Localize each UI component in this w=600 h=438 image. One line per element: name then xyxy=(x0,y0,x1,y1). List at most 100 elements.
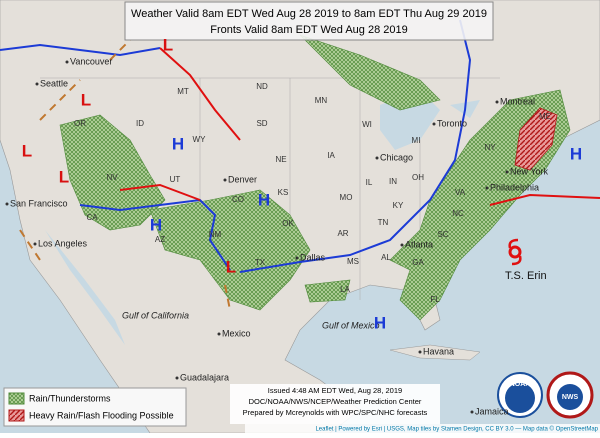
pressure-center: L xyxy=(81,90,91,109)
warm-front xyxy=(159,47,241,141)
city-dot xyxy=(65,60,69,64)
pressure-center: L xyxy=(163,35,173,54)
pressure-center: L xyxy=(226,257,236,276)
state-label: MI xyxy=(412,136,421,145)
place-label: Jamaica xyxy=(475,406,509,416)
header-box xyxy=(124,1,494,41)
place-label: Toronto xyxy=(437,118,467,128)
legend-label: Rain/Thunderstorms xyxy=(29,393,111,403)
city-dot xyxy=(295,256,299,260)
state-label: MT xyxy=(177,87,189,96)
state-label: NC xyxy=(452,209,464,218)
state-label: LA xyxy=(340,285,350,294)
state-label: OR xyxy=(74,119,86,128)
state-label: UT xyxy=(170,175,181,184)
place-label: Guadalajara xyxy=(180,372,229,382)
city-dot xyxy=(432,122,436,126)
city-dot xyxy=(375,156,379,160)
cold-front xyxy=(239,19,472,273)
logo-text: NOAA xyxy=(510,381,531,388)
state-label: MS xyxy=(347,257,359,266)
place-label: Mexico xyxy=(222,328,251,338)
place-label: Atlanta xyxy=(405,239,433,249)
state-label: AZ xyxy=(155,235,165,244)
cuba xyxy=(389,344,481,361)
state-label: KS xyxy=(278,188,289,197)
place-label: Denver xyxy=(228,174,257,184)
state-label: TX xyxy=(255,258,266,267)
state-label: IL xyxy=(366,178,373,187)
state-label: ID xyxy=(136,119,144,128)
footer-text: Issued 4:48 AM EDT Wed, Aug 28, 2019 xyxy=(268,386,402,395)
city-dot xyxy=(495,100,499,104)
legend-box xyxy=(3,387,187,427)
city-dot xyxy=(217,332,221,336)
pressure-center: H xyxy=(150,215,162,234)
legend-swatch xyxy=(8,409,25,422)
place-label: Vancouver xyxy=(70,56,112,66)
place-label: San Francisco xyxy=(10,198,68,208)
state-label: TN xyxy=(378,218,389,227)
rain-area xyxy=(304,279,351,303)
place-label: Montreal xyxy=(500,96,535,106)
pressure-center: H xyxy=(570,144,582,163)
pressure-center: L xyxy=(22,141,32,160)
logo-text: NWS xyxy=(562,394,579,401)
place-label: Los Angeles xyxy=(38,238,88,248)
city-dot xyxy=(223,178,227,182)
attribution[interactable]: Leaflet | Powered by Esri | USGS, Map ti… xyxy=(315,426,598,433)
rain-area xyxy=(149,189,311,311)
state-label: CA xyxy=(86,213,98,222)
map-labels: Vancouver Seattle San Francisco Los Angeles… xyxy=(5,35,582,416)
legend-swatch xyxy=(8,392,25,405)
state-label: GA xyxy=(412,258,424,267)
state-label: IA xyxy=(327,151,335,160)
header-line: Fronts Valid 8am EDT Wed Aug 28 2019 xyxy=(210,24,408,36)
place-label: Gulf of California xyxy=(122,310,189,320)
state-label: WI xyxy=(362,120,372,129)
place-label: Chicago xyxy=(380,152,413,162)
state-label: IN xyxy=(389,177,397,186)
state-label: MN xyxy=(315,96,328,105)
nws-logo: NWS xyxy=(546,371,594,419)
city-dot xyxy=(470,410,474,414)
city-dot xyxy=(400,243,404,247)
state-label: WY xyxy=(193,135,207,144)
state-label: OH xyxy=(412,173,424,182)
city-dot xyxy=(505,170,509,174)
cold-front xyxy=(0,43,161,57)
city-dot xyxy=(485,186,489,190)
state-label: NM xyxy=(209,230,222,239)
state-label: CO xyxy=(232,195,244,204)
borders xyxy=(40,77,500,300)
state-label: NV xyxy=(106,173,118,182)
footer-text: Prepared by Mcreynolds with WPC/SPC/NHC … xyxy=(243,408,428,417)
warm-front xyxy=(489,193,600,206)
city-dot xyxy=(35,82,39,86)
rain-area xyxy=(299,34,441,111)
state-label: NE xyxy=(275,155,286,164)
state-label: ND xyxy=(256,82,268,91)
pressure-center: H xyxy=(374,313,386,332)
place-label: Dallas xyxy=(300,252,326,262)
place-label: New York xyxy=(510,166,549,176)
pressure-center: H xyxy=(172,134,184,153)
state-label: SD xyxy=(256,119,267,128)
storm-label: T.S. Erin xyxy=(505,270,547,282)
state-label: SC xyxy=(437,230,448,239)
state-label: MO xyxy=(340,193,353,202)
state-label: OK xyxy=(282,219,294,228)
pressure-center: L xyxy=(59,167,69,186)
place-label: Philadelphia xyxy=(490,182,539,192)
place-label: Havana xyxy=(423,346,454,356)
state-label: VA xyxy=(455,188,466,197)
state-label: AL xyxy=(381,253,391,262)
tropical-storm-symbol xyxy=(508,238,522,266)
city-dot xyxy=(33,242,37,246)
state-label: KY xyxy=(393,201,404,210)
noaa-logo: NOAA xyxy=(497,372,543,418)
gulf-california xyxy=(45,230,125,345)
state-label: ME xyxy=(539,112,551,121)
place-label: Seattle xyxy=(40,78,68,88)
